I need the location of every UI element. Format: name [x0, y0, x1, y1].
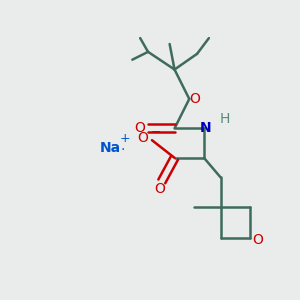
Text: O: O — [154, 182, 165, 196]
Text: N: N — [200, 122, 212, 135]
Text: Na: Na — [100, 141, 121, 155]
Text: O: O — [253, 233, 263, 247]
Text: O: O — [190, 92, 201, 106]
Text: O: O — [137, 131, 148, 145]
Text: ·: · — [120, 143, 125, 157]
Text: −: − — [151, 126, 161, 139]
Text: +: + — [119, 132, 130, 145]
Text: O: O — [135, 122, 146, 135]
Text: H: H — [219, 112, 230, 126]
